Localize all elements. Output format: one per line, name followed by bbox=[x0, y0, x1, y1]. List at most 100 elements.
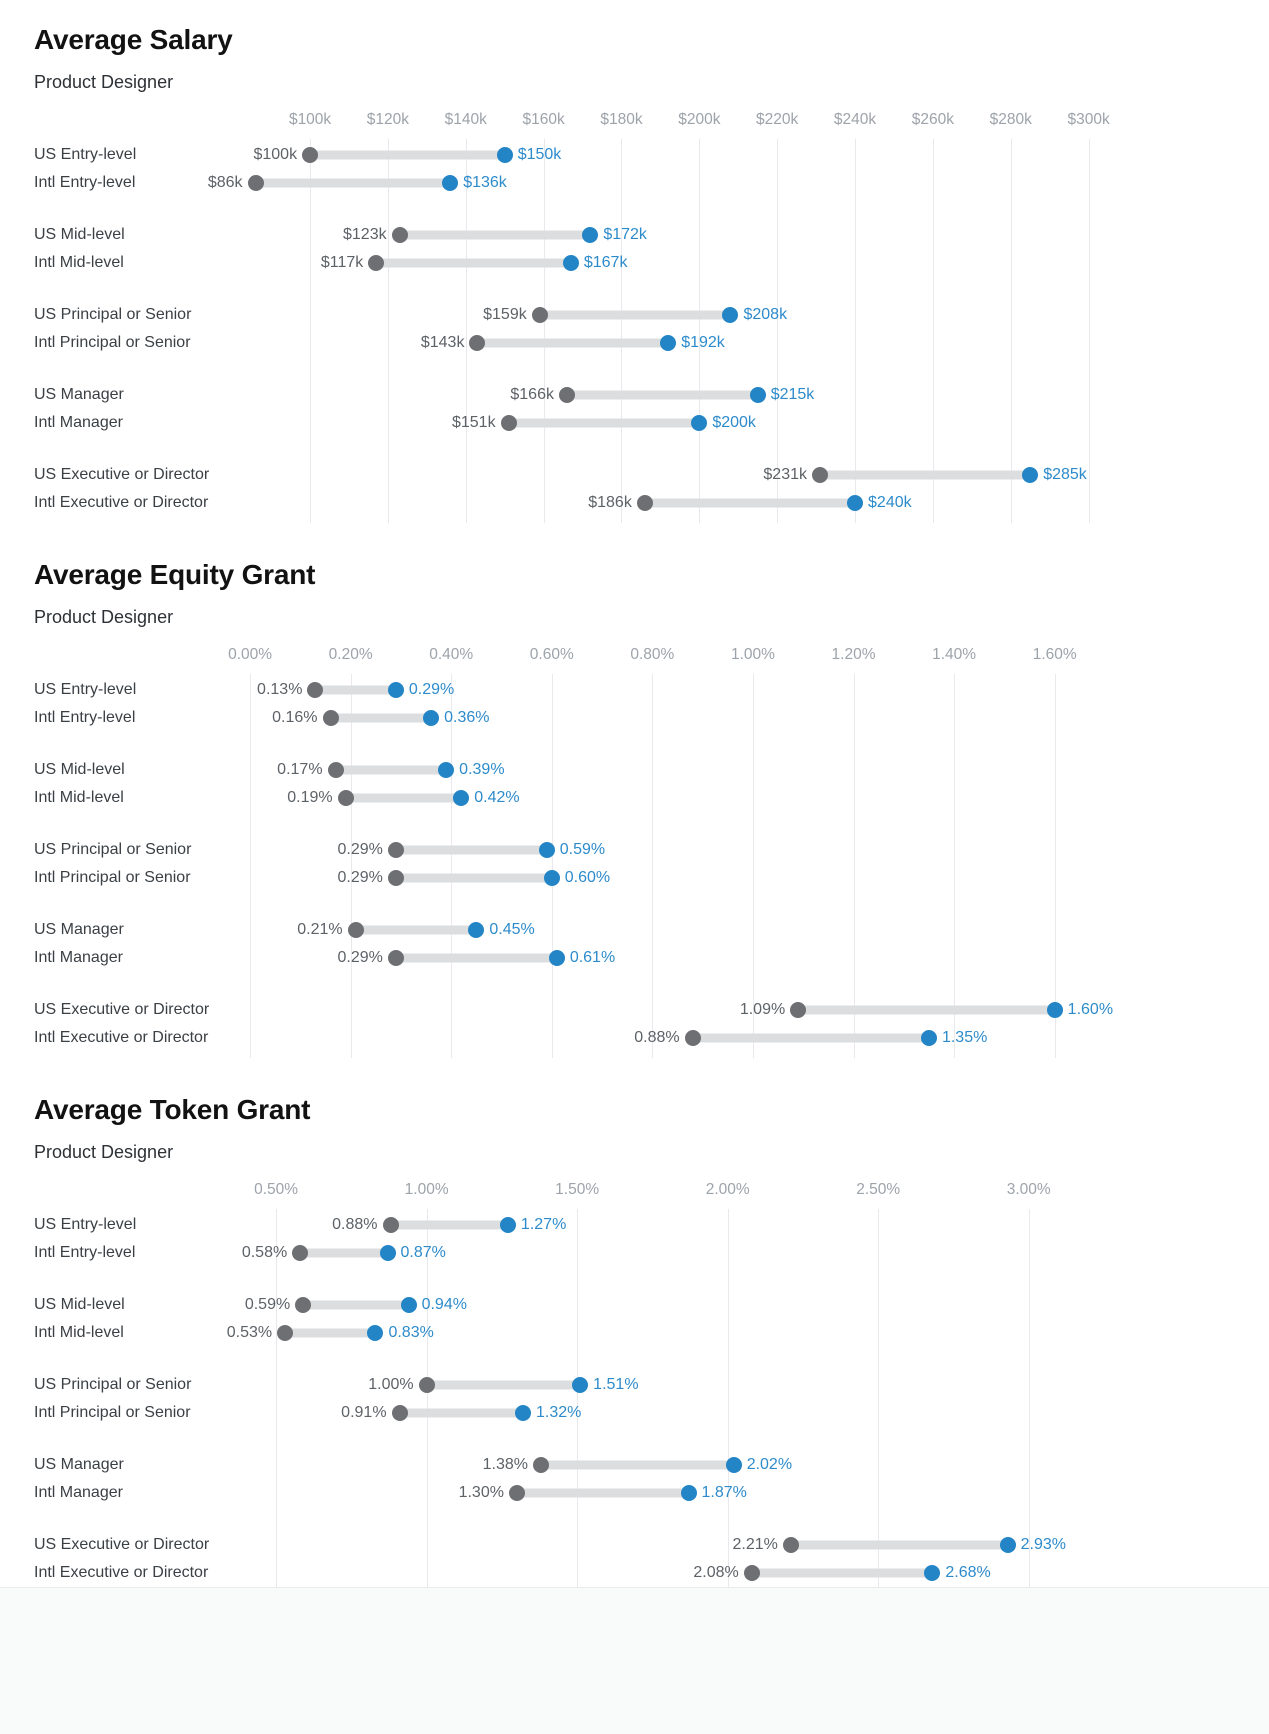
min-dot bbox=[327, 762, 344, 778]
chart-row: US Executive or Director 2.21% 2.93% bbox=[34, 1531, 1235, 1559]
min-dot bbox=[558, 387, 575, 403]
min-value-label: $86k bbox=[207, 174, 243, 191]
dumbbell-bar bbox=[330, 713, 432, 723]
chart-row: US Principal or Senior 1.00% 1.51% bbox=[34, 1371, 1235, 1399]
row-category-label: US Manager bbox=[34, 386, 124, 403]
min-dot bbox=[337, 790, 354, 806]
chart-row: Intl Manager 1.30% 1.87% bbox=[34, 1479, 1235, 1507]
max-value-label: 0.36% bbox=[444, 709, 490, 726]
dumbbell: 0.29% 0.60% bbox=[240, 864, 1110, 892]
max-dot bbox=[400, 1297, 417, 1313]
max-value-label: 0.94% bbox=[421, 1296, 467, 1313]
dumbbell-bar bbox=[798, 1005, 1055, 1015]
chart-row: Intl Principal or Senior 0.91% 1.32% bbox=[34, 1399, 1235, 1427]
max-value-label: $200k bbox=[712, 414, 756, 431]
chart-row: Intl Executive or Director 2.08% 2.68% bbox=[34, 1559, 1235, 1587]
chart-body: $100k $120k $140k $160k $180k $200k $220k $240k… bbox=[34, 111, 1235, 523]
row-category-label: Intl Executive or Director bbox=[34, 494, 209, 511]
max-dot bbox=[920, 1030, 937, 1046]
max-value-label: $285k bbox=[1043, 466, 1087, 483]
min-dot bbox=[387, 870, 404, 886]
axis-tick-label: $220k bbox=[756, 111, 799, 128]
min-value-label: 2.21% bbox=[732, 1536, 778, 1553]
max-value-label: $192k bbox=[681, 334, 725, 351]
dumbbell: $231k $285k bbox=[240, 461, 1110, 489]
axis-tick-label: 2.00% bbox=[705, 1181, 750, 1198]
max-value-label: 2.68% bbox=[945, 1564, 991, 1581]
chart-row: Intl Entry-level $86k $136k bbox=[34, 169, 1235, 197]
axis-tick-label: 1.00% bbox=[404, 1181, 449, 1198]
chart-row: Intl Entry-level 0.16% 0.36% bbox=[34, 704, 1235, 732]
min-dot bbox=[684, 1030, 701, 1046]
min-dot bbox=[531, 307, 548, 323]
chart-row: US Mid-level 0.59% 0.94% bbox=[34, 1291, 1235, 1319]
dumbbell: $100k $150k bbox=[240, 141, 1110, 169]
dumbbell-bar bbox=[508, 418, 700, 428]
dumbbell-bar bbox=[303, 1300, 409, 1310]
row-category-label: Intl Entry-level bbox=[34, 709, 136, 726]
min-value-label: 0.88% bbox=[332, 1216, 378, 1233]
dumbbell-bar bbox=[300, 1248, 388, 1258]
dumbbell-bar bbox=[819, 470, 1031, 480]
min-value-label: 0.21% bbox=[297, 921, 343, 938]
axis-tick-label: $120k bbox=[366, 111, 410, 128]
max-dot bbox=[548, 950, 565, 966]
min-dot bbox=[347, 922, 364, 938]
chart-row: Intl Mid-level $117k $167k bbox=[34, 249, 1235, 277]
chart-row: US Entry-level $100k $150k bbox=[34, 141, 1235, 169]
x-axis: 0.00% 0.20% 0.40% 0.60% 0.80% 1.00% 1.20% 1.40%… bbox=[228, 646, 1110, 668]
min-dot bbox=[508, 1485, 525, 1501]
min-dot bbox=[368, 255, 385, 271]
chart-title: Average Salary bbox=[34, 24, 233, 55]
axis-tick-label: $280k bbox=[989, 111, 1032, 128]
max-dot bbox=[496, 147, 513, 163]
min-value-label: 1.09% bbox=[739, 1001, 786, 1018]
chart-title: Average Equity Grant bbox=[34, 559, 316, 590]
row-category-label: US Entry-level bbox=[34, 681, 137, 698]
dumbbell-bar bbox=[395, 953, 557, 963]
min-value-label: 0.88% bbox=[634, 1029, 680, 1046]
dumbbell: $151k $200k bbox=[240, 409, 1110, 437]
row-category-label: Intl Principal or Senior bbox=[34, 869, 191, 886]
min-dot bbox=[382, 1217, 399, 1233]
chart-subtitle: Product Designer bbox=[34, 1142, 174, 1162]
max-dot bbox=[468, 922, 485, 938]
max-value-label: $150k bbox=[517, 146, 562, 163]
row-category-label: Intl Mid-level bbox=[34, 789, 124, 806]
dumbbell-bar bbox=[477, 338, 669, 348]
chart-row: Intl Mid-level 0.19% 0.42% bbox=[34, 784, 1235, 812]
min-dot bbox=[322, 710, 339, 726]
row-category-label: US Mid-level bbox=[34, 1296, 125, 1313]
max-value-label: 1.35% bbox=[941, 1029, 988, 1046]
chart-row: US Principal or Senior $159k $208k bbox=[34, 301, 1235, 329]
dumbbell: 0.16% 0.36% bbox=[240, 704, 1110, 732]
axis-tick-label: 1.00% bbox=[730, 646, 775, 663]
max-dot bbox=[379, 1245, 396, 1261]
max-dot bbox=[749, 387, 766, 403]
axis-tick-label: 0.50% bbox=[254, 1181, 299, 1198]
chart-row: US Entry-level 0.88% 1.27% bbox=[34, 1211, 1235, 1239]
min-dot bbox=[469, 335, 486, 351]
min-dot bbox=[277, 1325, 294, 1341]
max-value-label: 1.27% bbox=[520, 1216, 567, 1233]
axis-tick-label: 2.50% bbox=[856, 1181, 901, 1198]
dumbbell: 0.58% 0.87% bbox=[240, 1239, 1110, 1267]
min-value-label: 0.53% bbox=[226, 1324, 273, 1341]
max-dot bbox=[691, 415, 708, 431]
min-value-label: $231k bbox=[763, 466, 807, 483]
axis-tick-label: $240k bbox=[833, 111, 877, 128]
dumbbell-bar bbox=[566, 390, 758, 400]
chart-row: US Manager $166k $215k bbox=[34, 381, 1235, 409]
chart-row: Intl Executive or Director 0.88% 1.35% bbox=[34, 1024, 1235, 1052]
min-dot bbox=[292, 1245, 309, 1261]
chart-row: US Manager 1.38% 2.02% bbox=[34, 1451, 1235, 1479]
max-value-label: 1.32% bbox=[535, 1404, 582, 1421]
dumbbell: 1.30% 1.87% bbox=[240, 1479, 1110, 1507]
min-value-label: $117k bbox=[320, 254, 364, 271]
dumbbell-bar bbox=[516, 1488, 689, 1498]
axis-tick-label: 0.00% bbox=[228, 646, 273, 663]
chart-subtitle: Product Designer bbox=[34, 607, 174, 627]
dumbbell: 0.88% 1.35% bbox=[240, 1024, 1110, 1052]
axis-tick-label: 0.80% bbox=[630, 646, 675, 663]
dumbbell: 2.08% 2.68% bbox=[240, 1559, 1110, 1587]
